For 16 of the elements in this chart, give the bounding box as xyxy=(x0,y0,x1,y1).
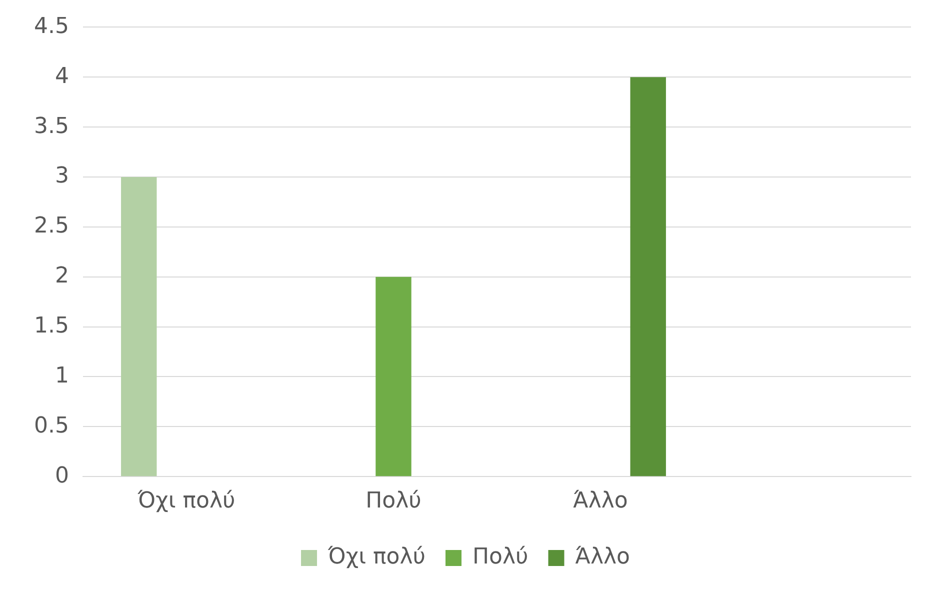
y-tick-label: 0 xyxy=(54,463,69,488)
y-tick-label: 1 xyxy=(54,363,69,388)
y-tick-label: 2 xyxy=(54,264,69,289)
y-tick-label: 0.5 xyxy=(34,413,69,438)
y-tick-label: 1.5 xyxy=(34,314,69,339)
x-tick-label: Πολύ xyxy=(366,488,422,514)
y-tick-label: 3.5 xyxy=(34,114,69,139)
y-tick-label: 4.5 xyxy=(34,14,69,39)
legend-label: Πολύ xyxy=(472,544,528,570)
y-tick-label: 2.5 xyxy=(34,214,69,239)
legend-label: Όχι πολύ xyxy=(327,544,426,570)
y-tick-label: 3 xyxy=(54,164,69,189)
x-tick-label: Όχι πολύ xyxy=(136,488,236,514)
y-tick-label: 4 xyxy=(54,64,69,89)
legend-label: Άλλο xyxy=(575,544,630,570)
x-tick-label: Άλλο xyxy=(573,488,628,514)
